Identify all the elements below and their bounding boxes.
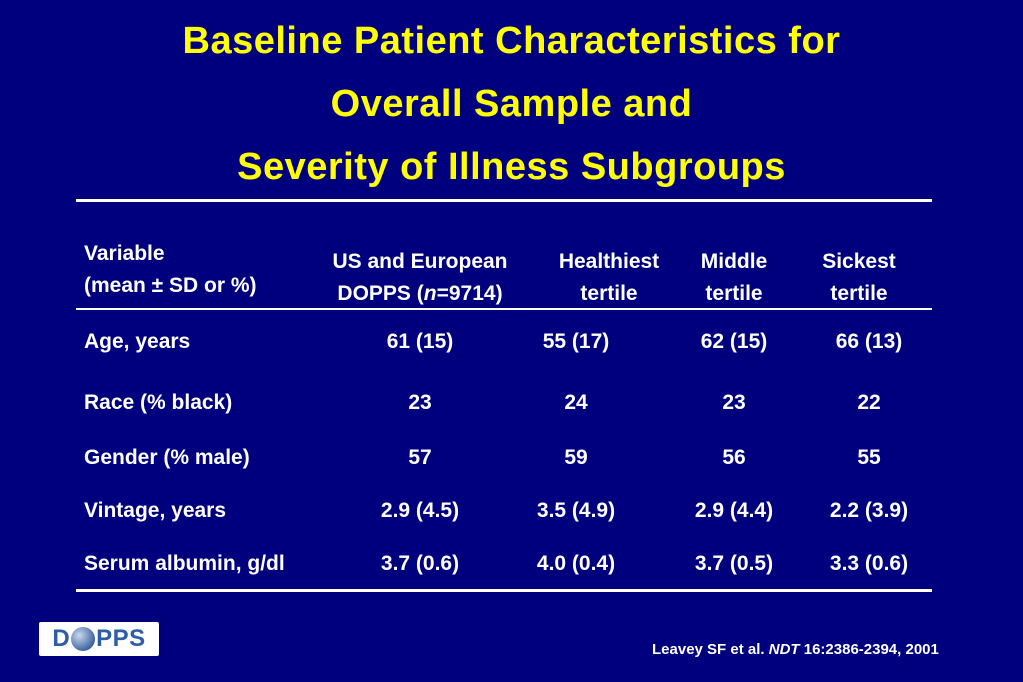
bottom-rule xyxy=(76,589,932,592)
header-overall-line-2: DOPPS (n=9714) xyxy=(337,282,503,305)
row-label: Gender (% male) xyxy=(84,446,250,469)
cell-healthiest: 55 (17) xyxy=(542,330,610,353)
title-line-1: Baseline Patient Characteristics for xyxy=(182,20,841,62)
cell-healthiest: 4.0 (0.4) xyxy=(536,552,616,575)
cell-healthiest: 59 xyxy=(564,446,588,469)
globe-icon xyxy=(71,627,96,651)
cell-overall: 57 xyxy=(408,446,432,469)
slide-title: Baseline Patient Characteristics for Ove… xyxy=(0,10,1023,199)
cell-middle: 2.9 (4.4) xyxy=(694,499,774,522)
header-middle: Middle tertile xyxy=(684,249,784,307)
header-overall: US and European DOPPS (n=9714) xyxy=(310,249,530,307)
cell-overall: 3.7 (0.6) xyxy=(380,552,460,575)
header-overall-line-1: US and European xyxy=(332,250,508,273)
header-middle-line-1: Middle xyxy=(700,250,768,273)
header-middle-line-2: tertile xyxy=(705,282,763,305)
cell-sickest: 22 xyxy=(857,391,881,414)
cell-middle: 62 (15) xyxy=(700,330,768,353)
cell-sickest: 2.2 (3.9) xyxy=(829,499,909,522)
header-variable-line-2: (mean ± SD or %) xyxy=(84,274,257,297)
cell-healthiest: 24 xyxy=(564,391,588,414)
citation-suffix: 16:2386-2394, 2001 xyxy=(803,641,939,658)
cell-overall: 23 xyxy=(408,391,432,414)
header-sickest-line-2: tertile xyxy=(830,282,888,305)
cell-sickest: 3.3 (0.6) xyxy=(829,552,909,575)
row-label: Serum albumin, g/dl xyxy=(84,552,285,575)
title-line-3: Severity of Illness Subgroups xyxy=(237,146,786,188)
logo-text-right: PPS xyxy=(96,625,146,652)
citation-prefix: Leavey SF et al. xyxy=(652,641,765,658)
dopps-logo: D PPS xyxy=(39,622,159,656)
top-rule xyxy=(76,199,932,202)
citation-journal: NDT xyxy=(768,641,800,658)
cell-sickest: 66 (13) xyxy=(835,330,903,353)
cell-middle: 23 xyxy=(722,391,746,414)
header-healthiest-line-2: tertile xyxy=(580,282,638,305)
citation: Leavey SF et al. NDT 16:2386-2394, 2001 xyxy=(652,641,939,658)
logo-text-left: D xyxy=(52,625,71,652)
cell-overall: 61 (15) xyxy=(386,330,454,353)
cell-middle: 56 xyxy=(722,446,746,469)
header-variable: Variable (mean ± SD or %) xyxy=(84,241,257,299)
header-sickest: Sickest tertile xyxy=(804,249,914,307)
header-sickest-line-1: Sickest xyxy=(822,250,896,273)
row-label: Race (% black) xyxy=(84,391,233,414)
header-healthiest: Healthiest tertile xyxy=(542,249,676,307)
row-label: Vintage, years xyxy=(84,499,227,522)
header-variable-line-1: Variable xyxy=(84,242,165,265)
cell-overall: 2.9 (4.5) xyxy=(380,499,460,522)
cell-healthiest: 3.5 (4.9) xyxy=(536,499,616,522)
italic-n: n xyxy=(423,282,437,305)
header-healthiest-line-1: Healthiest xyxy=(558,250,660,273)
cell-middle: 3.7 (0.5) xyxy=(694,552,774,575)
title-line-2: Overall Sample and xyxy=(330,83,693,125)
row-label: Age, years xyxy=(84,330,191,353)
cell-sickest: 55 xyxy=(857,446,881,469)
header-rule xyxy=(76,308,932,310)
